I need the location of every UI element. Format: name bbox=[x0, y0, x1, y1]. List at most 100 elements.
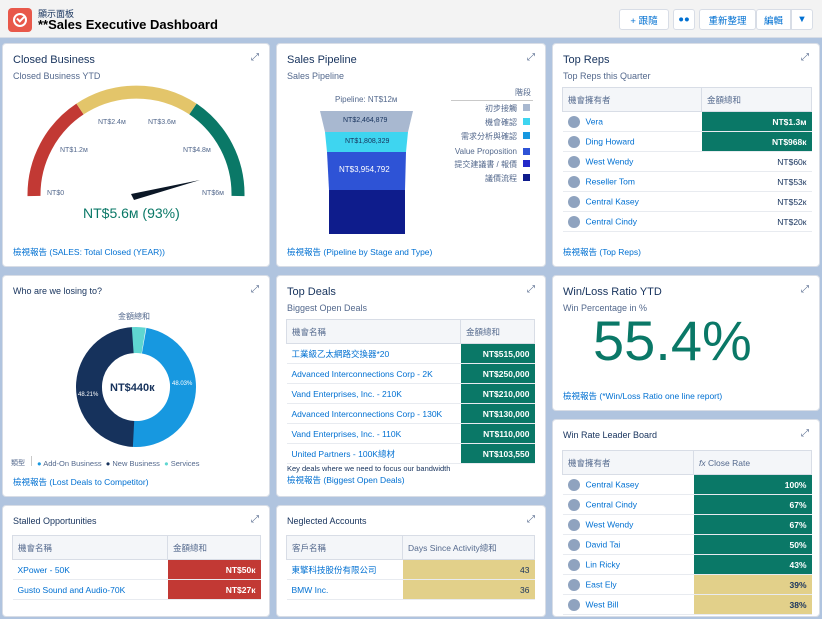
avatar bbox=[567, 498, 580, 511]
expand-icon[interactable]: ⤢ bbox=[801, 284, 809, 295]
column-header[interactable]: 機會擁有者 bbox=[562, 87, 702, 112]
rep-name[interactable]: West Wendy bbox=[585, 518, 634, 529]
rate-value: 39% bbox=[693, 574, 812, 595]
deal-name[interactable]: United Partners - 100K總材 bbox=[286, 443, 461, 464]
report-link[interactable]: 檢視報告 (Biggest Open Deals) bbox=[287, 475, 405, 485]
card-subtitle: Win Percentage in % bbox=[563, 303, 648, 313]
deal-value: NT$130,000 bbox=[460, 403, 535, 424]
table-row: Lin Ricky 43% bbox=[562, 554, 812, 575]
deal-name[interactable]: Vand Enterprises, Inc. - 110K bbox=[286, 423, 461, 444]
table-row: West Wendy NT$60к bbox=[562, 151, 812, 172]
table-row: BMW Inc. 36 bbox=[286, 579, 535, 600]
rep-value: NT$53к bbox=[701, 171, 812, 192]
avatar bbox=[567, 155, 580, 168]
rate-value: 43% bbox=[693, 554, 812, 575]
group-button[interactable]: ●● bbox=[673, 9, 695, 30]
gauge-value: NT$5.6м (93%) bbox=[83, 205, 180, 221]
report-link[interactable]: 檢視報告 (SALES: Total Closed (YEAR)) bbox=[13, 247, 165, 257]
account-name[interactable]: BMW Inc. bbox=[286, 579, 403, 600]
deal-name[interactable]: Vand Enterprises, Inc. - 210K bbox=[286, 383, 461, 404]
expand-icon[interactable]: ⤢ bbox=[251, 284, 259, 295]
table-row: Ding Howard NT$968к bbox=[562, 131, 812, 152]
table-row: Vera NT$1.3м bbox=[562, 111, 812, 132]
stalled-card: Stalled Opportunities ⤢ 機會名稱 金額總和 XPower … bbox=[2, 505, 270, 617]
deal-name[interactable]: Advanced Interconnections Corp - 130K bbox=[286, 403, 461, 424]
top-reps-table-container: 機會擁有者 金額總和 Vera NT$1.3м Ding Howard NT$968к… bbox=[562, 87, 812, 240]
avatar bbox=[567, 115, 580, 128]
rep-name[interactable]: Central Kasey bbox=[585, 478, 639, 489]
legend-item: 初步接觸 bbox=[485, 104, 517, 113]
report-link[interactable]: 檢視報告 (Lost Deals to Competitor) bbox=[13, 477, 149, 487]
report-link[interactable]: 檢視報告 (Pipeline by Stage and Type) bbox=[287, 247, 433, 257]
follow-button[interactable]: + 跟隨 bbox=[619, 9, 669, 30]
table-row: David Tai 50% bbox=[562, 534, 812, 555]
rep-name[interactable]: West Bill bbox=[585, 598, 619, 609]
column-header[interactable]: 機會名稱 bbox=[286, 319, 461, 344]
rate-value: 38% bbox=[693, 594, 812, 615]
column-header[interactable]: 機會名稱 bbox=[12, 535, 168, 560]
rep-value: NT$968к bbox=[701, 131, 812, 152]
days-value: 36 bbox=[402, 579, 535, 600]
rep-name[interactable]: Central Kasey bbox=[585, 195, 639, 206]
avatar bbox=[567, 558, 580, 571]
report-link[interactable]: 檢視報告 (Top Reps) bbox=[563, 247, 641, 257]
expand-icon[interactable]: ⤢ bbox=[251, 52, 259, 63]
deal-name[interactable]: 工業級乙太網路交換器*20 bbox=[286, 343, 461, 364]
funnel-segment bbox=[325, 132, 408, 152]
rep-name[interactable]: Central Cindy bbox=[585, 215, 638, 226]
avatar bbox=[567, 478, 580, 491]
formula-icon: fx bbox=[699, 457, 706, 468]
avatar bbox=[567, 215, 580, 228]
legend-swatch bbox=[523, 118, 530, 125]
rep-name[interactable]: Central Cindy bbox=[585, 498, 638, 509]
expand-icon[interactable]: ⤢ bbox=[527, 514, 535, 525]
rep-name[interactable]: Vera bbox=[585, 115, 604, 126]
column-header[interactable]: 金額總和 bbox=[460, 319, 535, 344]
account-name[interactable]: 東擎科技股份有限公司 bbox=[286, 559, 403, 580]
avatar bbox=[567, 135, 580, 148]
rep-name[interactable]: East Ely bbox=[585, 578, 617, 589]
card-title: Win/Loss Ratio YTD bbox=[563, 286, 662, 298]
deal-name[interactable]: Advanced Interconnections Corp - 2K bbox=[286, 363, 461, 384]
column-header[interactable]: 金額總和 bbox=[701, 87, 812, 112]
refresh-button[interactable]: 重新整理 bbox=[699, 9, 756, 30]
expand-icon[interactable]: ⤢ bbox=[527, 52, 535, 63]
rep-name[interactable]: Ding Howard bbox=[585, 135, 635, 146]
more-actions-button[interactable]: ▼ bbox=[791, 9, 813, 30]
edit-button[interactable]: 編輯 bbox=[756, 9, 791, 30]
gauge-needle bbox=[131, 180, 200, 200]
column-header[interactable]: fx Close Rate bbox=[693, 450, 812, 475]
table-row: Reseller Tom NT$53к bbox=[562, 171, 812, 192]
expand-icon[interactable]: ⤢ bbox=[801, 52, 809, 63]
chevron-down-icon: ▼ bbox=[797, 14, 807, 25]
report-link[interactable]: 檢視報告 (*Win/Loss Ratio one line report) bbox=[563, 391, 723, 401]
card-subtitle: Biggest Open Deals bbox=[287, 303, 368, 313]
neglected-card: Neglected Accounts ⤢ 客戶名稱 Days Since Acti… bbox=[276, 505, 546, 617]
legend-item: 提交建議書 / 報價 bbox=[454, 160, 517, 169]
table-row: Advanced Interconnections Corp - 2K NT$25… bbox=[286, 363, 535, 384]
gauge-tick: NT$6м bbox=[202, 190, 224, 197]
deal-name[interactable]: Gusto Sound and Audio-70K bbox=[12, 579, 168, 600]
days-value: 43 bbox=[402, 559, 535, 580]
rep-name[interactable]: Reseller Tom bbox=[585, 175, 635, 186]
deal-name[interactable]: XPower - 50K bbox=[12, 559, 168, 580]
expand-icon[interactable]: ⤢ bbox=[801, 428, 809, 439]
legend-swatch bbox=[523, 132, 530, 139]
rep-name[interactable]: David Tai bbox=[585, 538, 621, 549]
donut-segment-addon bbox=[76, 327, 196, 447]
donut-segment-new bbox=[76, 327, 196, 447]
column-header[interactable]: 機會擁有者 bbox=[562, 450, 694, 475]
column-header[interactable]: 金額總和 bbox=[167, 535, 261, 560]
gauge-tick: NT$4.8м bbox=[183, 147, 211, 154]
column-header[interactable]: 客戶名稱 bbox=[286, 535, 403, 560]
donut-center-value: NT$440к bbox=[110, 382, 155, 394]
legend-swatch bbox=[523, 148, 530, 155]
expand-icon[interactable]: ⤢ bbox=[527, 284, 535, 295]
column-header[interactable]: Days Since Activity總和 bbox=[402, 535, 535, 560]
rep-name[interactable]: West Wendy bbox=[585, 155, 634, 166]
deal-value: NT$210,000 bbox=[460, 383, 535, 404]
expand-icon[interactable]: ⤢ bbox=[251, 514, 259, 525]
card-title: Sales Pipeline bbox=[287, 54, 357, 66]
sales-pipeline-card: Sales Pipeline Sales Pipeline ⤢ Pipeline… bbox=[276, 43, 546, 267]
rep-name[interactable]: Lin Ricky bbox=[585, 558, 620, 569]
